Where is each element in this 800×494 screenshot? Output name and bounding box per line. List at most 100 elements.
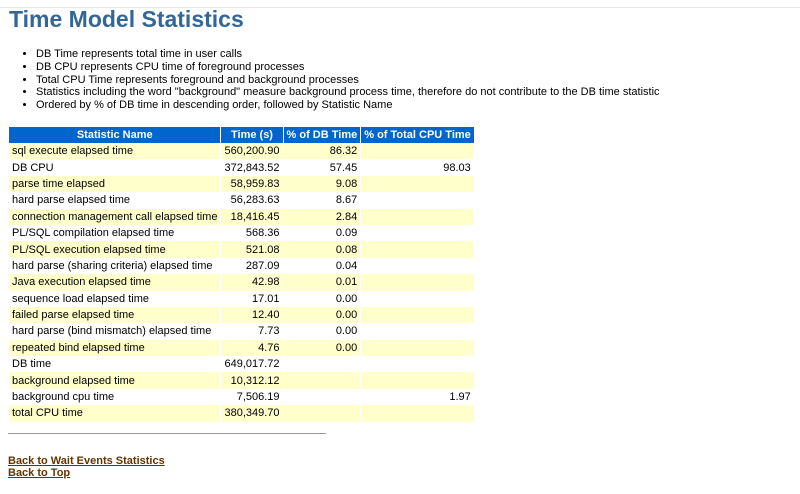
cell-pct-cpu-time	[361, 143, 474, 160]
cell-pct-cpu-time	[361, 339, 474, 357]
cell-pct-db-time: 0.09	[283, 224, 361, 242]
note-item: DB Time represents total time in user ca…	[36, 48, 660, 61]
table-row: sql execute elapsed time 560,200.90 86.32	[9, 143, 474, 160]
cell-statistic-name: PL/SQL execution elapsed time	[9, 241, 221, 258]
cell-pct-db-time: 0.01	[283, 274, 361, 291]
table-row: connection management call elapsed time 1…	[9, 208, 474, 225]
cell-statistic-name: repeated bind elapsed time	[9, 339, 221, 357]
cell-time: 18,416.45	[221, 208, 283, 225]
cell-statistic-name: hard parse (sharing criteria) elapsed ti…	[9, 257, 221, 275]
note-item: Statistics including the word "backgroun…	[36, 86, 660, 99]
cell-time: 568.36	[221, 224, 283, 242]
cell-statistic-name: sequence load elapsed time	[9, 290, 221, 307]
cell-statistic-name: hard parse (bind mismatch) elapsed time	[9, 323, 221, 340]
cell-pct-db-time: 0.08	[283, 241, 361, 258]
table-row: background elapsed time 10,312.12	[9, 372, 474, 389]
cell-statistic-name: background elapsed time	[9, 372, 221, 389]
cell-time: 7,506.19	[221, 388, 283, 406]
cell-pct-db-time: 9.08	[283, 175, 361, 193]
cell-pct-cpu-time	[361, 241, 474, 258]
cell-pct-db-time: 86.32	[283, 143, 361, 160]
cell-time: 287.09	[221, 257, 283, 275]
cell-pct-cpu-time	[361, 274, 474, 291]
cell-pct-cpu-time	[361, 372, 474, 389]
cell-pct-db-time	[283, 372, 361, 389]
cell-pct-cpu-time	[361, 224, 474, 242]
cell-pct-cpu-time	[361, 306, 474, 324]
table-row: failed parse elapsed time 12.40 0.00	[9, 306, 474, 324]
cell-pct-cpu-time	[361, 257, 474, 275]
cell-statistic-name: hard parse elapsed time	[9, 192, 221, 209]
page-title: Time Model Statistics	[9, 6, 244, 32]
top-divider	[0, 7, 800, 8]
cell-pct-cpu-time	[361, 175, 474, 193]
cell-pct-db-time	[283, 356, 361, 373]
cell-pct-db-time	[283, 405, 361, 422]
note-item: Total CPU Time represents foreground and…	[36, 74, 660, 87]
cell-statistic-name: DB time	[9, 356, 221, 373]
cell-time: 372,843.52	[221, 159, 283, 176]
cell-time: 521.08	[221, 241, 283, 258]
cell-time: 17.01	[221, 290, 283, 307]
cell-time: 4.76	[221, 339, 283, 357]
cell-statistic-name: connection management call elapsed time	[9, 208, 221, 225]
cell-pct-cpu-time	[361, 208, 474, 225]
table-row: hard parse elapsed time 56,283.63 8.67	[9, 192, 474, 209]
notes-list: DB Time represents total time in user ca…	[9, 48, 660, 112]
cell-time: 7.73	[221, 323, 283, 340]
table-row: sequence load elapsed time 17.01 0.00	[9, 290, 474, 307]
cell-time: 58,959.83	[221, 175, 283, 193]
table-row: PL/SQL compilation elapsed time 568.36 0.0…	[9, 224, 474, 242]
table-header-row: Statistic Name Time (s) % of DB Time % o…	[9, 127, 474, 143]
cell-pct-db-time: 0.00	[283, 306, 361, 324]
cell-pct-cpu-time: 1.97	[361, 388, 474, 406]
cell-statistic-name: failed parse elapsed time	[9, 306, 221, 324]
table-row: Java execution elapsed time 42.98 0.01	[9, 274, 474, 291]
table-row: total CPU time 380,349.70	[9, 405, 474, 422]
table-row: parse time elapsed 58,959.83 9.08	[9, 175, 474, 193]
cell-statistic-name: total CPU time	[9, 405, 221, 422]
cell-statistic-name: DB CPU	[9, 159, 221, 176]
table-row: hard parse (bind mismatch) elapsed time 7…	[9, 323, 474, 340]
cell-statistic-name: Java execution elapsed time	[9, 274, 221, 291]
back-to-wait-events-link[interactable]: Back to Wait Events Statistics	[8, 455, 165, 467]
cell-pct-db-time	[283, 388, 361, 406]
cell-time: 560,200.90	[221, 143, 283, 160]
note-item: DB CPU represents CPU time of foreground…	[36, 61, 660, 74]
note-item: Ordered by % of DB time in descending or…	[36, 99, 660, 112]
table-row: DB CPU 372,843.52 57.45 98.03	[9, 159, 474, 176]
cell-statistic-name: parse time elapsed	[9, 175, 221, 193]
cell-time: 56,283.63	[221, 192, 283, 209]
cell-pct-cpu-time	[361, 356, 474, 373]
header-time: Time (s)	[221, 127, 283, 143]
cell-statistic-name: background cpu time	[9, 388, 221, 406]
table-row: PL/SQL execution elapsed time 521.08 0.08	[9, 241, 474, 258]
header-pct-db-time: % of DB Time	[283, 127, 361, 143]
divider	[8, 433, 326, 434]
table-row: repeated bind elapsed time 4.76 0.00	[9, 339, 474, 357]
table-row: hard parse (sharing criteria) elapsed ti…	[9, 257, 474, 275]
cell-pct-cpu-time	[361, 405, 474, 422]
cell-pct-cpu-time	[361, 192, 474, 209]
back-to-top-link[interactable]: Back to Top	[8, 467, 71, 479]
cell-time: 649,017.72	[221, 356, 283, 373]
cell-pct-db-time: 57.45	[283, 159, 361, 176]
cell-pct-db-time: 0.00	[283, 339, 361, 357]
cell-statistic-name: PL/SQL compilation elapsed time	[9, 224, 221, 242]
cell-pct-db-time: 8.67	[283, 192, 361, 209]
table-row: DB time 649,017.72	[9, 356, 474, 373]
cell-pct-db-time: 2.84	[283, 208, 361, 225]
header-statistic-name: Statistic Name	[9, 127, 221, 143]
nav-links: Back to Wait Events Statistics Back to T…	[8, 455, 165, 479]
cell-pct-cpu-time	[361, 290, 474, 307]
cell-pct-db-time: 0.00	[283, 323, 361, 340]
cell-time: 10,312.12	[221, 372, 283, 389]
header-pct-cpu-time: % of Total CPU Time	[361, 127, 474, 143]
cell-pct-cpu-time	[361, 323, 474, 340]
table-row: background cpu time 7,506.19 1.97	[9, 388, 474, 406]
cell-time: 12.40	[221, 306, 283, 324]
cell-time: 380,349.70	[221, 405, 283, 422]
cell-time: 42.98	[221, 274, 283, 291]
cell-pct-db-time: 0.00	[283, 290, 361, 307]
cell-statistic-name: sql execute elapsed time	[9, 143, 221, 160]
